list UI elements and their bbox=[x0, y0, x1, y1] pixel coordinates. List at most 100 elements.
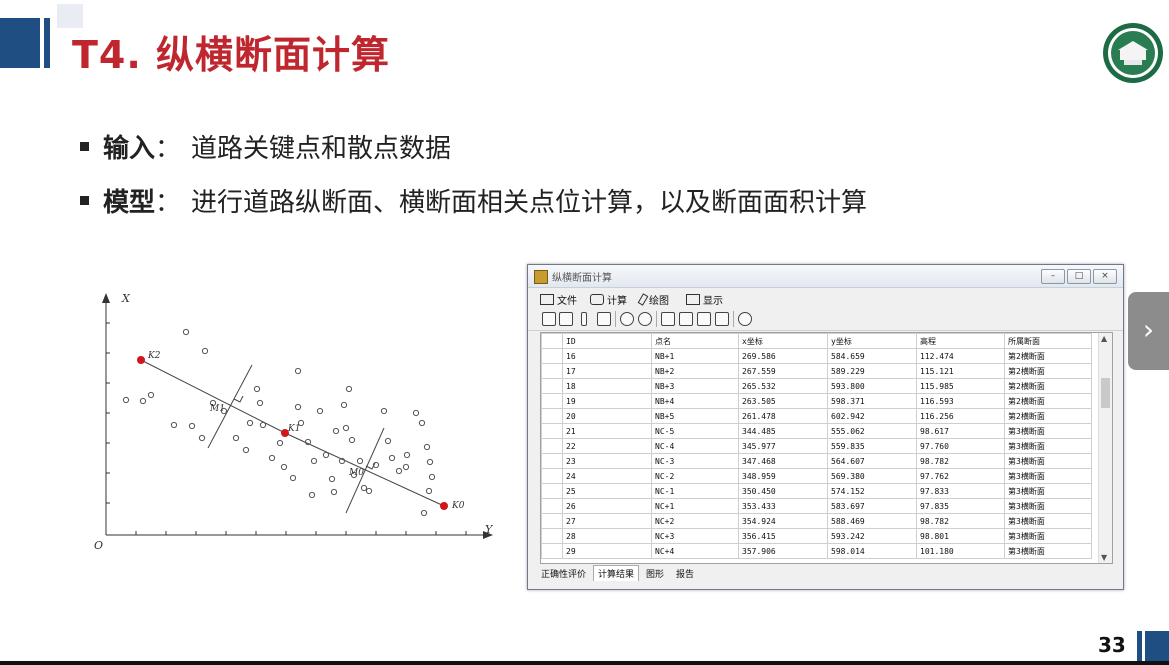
cell-x-coordinate[interactable]: 356.415 bbox=[738, 528, 828, 544]
row-header-cell[interactable] bbox=[541, 378, 563, 394]
cell-elevation[interactable]: 115.985 bbox=[916, 378, 1005, 394]
scroll-up-icon[interactable]: ▲ bbox=[1101, 334, 1108, 343]
table-row[interactable]: 25 NC-1 350.450 574.152 97.833 第3横断面 bbox=[541, 483, 1092, 499]
cell-id[interactable]: 25 bbox=[562, 483, 652, 499]
cell-point-name[interactable]: NC-5 bbox=[651, 423, 739, 439]
cell-elevation[interactable]: 98.782 bbox=[916, 513, 1005, 529]
results-grid[interactable]: ID 点名 x坐标 y坐标 高程 所属断面 16 NB+1 269.586 584.6… bbox=[540, 332, 1113, 564]
table-row[interactable]: 27 NC+2 354.924 588.469 98.782 第3横断面 bbox=[541, 513, 1092, 529]
cell-section[interactable]: 第2横断面 bbox=[1004, 408, 1092, 424]
cell-x-coordinate[interactable]: 261.478 bbox=[738, 408, 828, 424]
cell-y-coordinate[interactable]: 602.942 bbox=[827, 408, 917, 424]
cell-id[interactable]: 16 bbox=[562, 348, 652, 364]
cell-y-coordinate[interactable]: 583.697 bbox=[827, 498, 917, 514]
cell-id[interactable]: 21 bbox=[562, 423, 652, 439]
table-row[interactable]: 26 NC+1 353.433 583.697 97.835 第3横断面 bbox=[541, 498, 1092, 514]
cell-elevation[interactable]: 116.593 bbox=[916, 393, 1005, 409]
cell-section[interactable]: 第3横断面 bbox=[1004, 453, 1092, 469]
cell-x-coordinate[interactable]: 348.959 bbox=[738, 468, 828, 484]
cell-id[interactable]: 24 bbox=[562, 468, 652, 484]
table-row[interactable]: 19 NB+4 263.505 598.371 116.593 第2横断面 bbox=[541, 393, 1092, 409]
open-file-icon[interactable] bbox=[542, 312, 556, 326]
row-header-cell[interactable] bbox=[541, 393, 563, 409]
cell-section[interactable]: 第3横断面 bbox=[1004, 513, 1092, 529]
cell-elevation[interactable]: 101.180 bbox=[916, 543, 1005, 559]
cell-x-coordinate[interactable]: 357.906 bbox=[738, 543, 828, 559]
cell-x-coordinate[interactable]: 269.586 bbox=[738, 348, 828, 364]
cell-point-name[interactable]: NC+1 bbox=[651, 498, 739, 514]
table-row[interactable]: 24 NC-2 348.959 569.380 97.762 第3横断面 bbox=[541, 468, 1092, 484]
cell-y-coordinate[interactable]: 593.800 bbox=[827, 378, 917, 394]
cell-y-coordinate[interactable]: 555.062 bbox=[827, 423, 917, 439]
cell-point-name[interactable]: NB+4 bbox=[651, 393, 739, 409]
row-header-cell[interactable] bbox=[541, 528, 563, 544]
save-icon[interactable] bbox=[715, 312, 729, 326]
cell-point-name[interactable]: NC-3 bbox=[651, 453, 739, 469]
cell-elevation[interactable]: 97.762 bbox=[916, 468, 1005, 484]
cell-id[interactable]: 28 bbox=[562, 528, 652, 544]
column-header[interactable]: 点名 bbox=[651, 333, 739, 349]
table-row[interactable]: 22 NC-4 345.977 559.835 97.760 第3横断面 bbox=[541, 438, 1092, 454]
row-header-cell[interactable] bbox=[541, 498, 563, 514]
cell-elevation[interactable]: 115.121 bbox=[916, 363, 1005, 379]
scroll-down-icon[interactable]: ▼ bbox=[1101, 553, 1108, 562]
table-row[interactable]: 23 NC-3 347.468 564.607 98.782 第3横断面 bbox=[541, 453, 1092, 469]
cell-section[interactable]: 第3横断面 bbox=[1004, 543, 1092, 559]
cell-point-name[interactable]: NC+2 bbox=[651, 513, 739, 529]
cell-section[interactable]: 第2横断面 bbox=[1004, 348, 1092, 364]
column-header[interactable]: 所属断面 bbox=[1004, 333, 1092, 349]
cell-id[interactable]: 20 bbox=[562, 408, 652, 424]
cell-elevation[interactable]: 98.617 bbox=[916, 423, 1005, 439]
cell-point-name[interactable]: NB+5 bbox=[651, 408, 739, 424]
cell-point-name[interactable]: NB+2 bbox=[651, 363, 739, 379]
refresh-icon[interactable] bbox=[738, 312, 752, 326]
column-header[interactable]: 高程 bbox=[916, 333, 1005, 349]
table-row[interactable]: 18 NB+3 265.532 593.800 115.985 第2横断面 bbox=[541, 378, 1092, 394]
table-row[interactable]: 21 NC-5 344.485 555.062 98.617 第3横断面 bbox=[541, 423, 1092, 439]
cell-elevation[interactable]: 97.760 bbox=[916, 438, 1005, 454]
cell-x-coordinate[interactable]: 345.977 bbox=[738, 438, 828, 454]
row-header-cell[interactable] bbox=[541, 363, 563, 379]
image-icon[interactable] bbox=[697, 312, 711, 326]
cell-point-name[interactable]: NB+1 bbox=[651, 348, 739, 364]
row-header-cell[interactable] bbox=[541, 468, 563, 484]
table-row[interactable]: 28 NC+3 356.415 593.242 98.801 第3横断面 bbox=[541, 528, 1092, 544]
cell-x-coordinate[interactable]: 265.532 bbox=[738, 378, 828, 394]
menu-file[interactable]: 文件 bbox=[540, 292, 577, 307]
cell-y-coordinate[interactable]: 569.380 bbox=[827, 468, 917, 484]
row-header-cell[interactable] bbox=[541, 348, 563, 364]
cell-elevation[interactable]: 98.782 bbox=[916, 453, 1005, 469]
row-header-cell[interactable] bbox=[541, 423, 563, 439]
column-header[interactable]: ID bbox=[562, 333, 652, 349]
cell-section[interactable]: 第3横断面 bbox=[1004, 498, 1092, 514]
table-row[interactable]: 20 NB+5 261.478 602.942 116.256 第2横断面 bbox=[541, 408, 1092, 424]
cell-section[interactable]: 第2横断面 bbox=[1004, 363, 1092, 379]
close-button[interactable]: × bbox=[1093, 269, 1117, 284]
cell-elevation[interactable]: 97.833 bbox=[916, 483, 1005, 499]
zoom-out-icon[interactable] bbox=[638, 312, 652, 326]
text-icon[interactable] bbox=[679, 312, 693, 326]
zoom-in-icon[interactable] bbox=[620, 312, 634, 326]
cell-section[interactable]: 第2横断面 bbox=[1004, 393, 1092, 409]
next-slide-button[interactable]: › bbox=[1128, 292, 1169, 370]
cell-section[interactable]: 第3横断面 bbox=[1004, 483, 1092, 499]
cell-section[interactable]: 第2横断面 bbox=[1004, 378, 1092, 394]
cell-id[interactable]: 29 bbox=[562, 543, 652, 559]
scroll-thumb[interactable] bbox=[1101, 378, 1110, 408]
column-header[interactable]: y坐标 bbox=[827, 333, 917, 349]
maximize-button[interactable]: □ bbox=[1067, 269, 1091, 284]
cell-point-name[interactable]: NC-1 bbox=[651, 483, 739, 499]
cell-point-name[interactable]: NC-2 bbox=[651, 468, 739, 484]
minimize-button[interactable]: – bbox=[1041, 269, 1065, 284]
cell-y-coordinate[interactable]: 598.371 bbox=[827, 393, 917, 409]
cell-y-coordinate[interactable]: 598.014 bbox=[827, 543, 917, 559]
cell-id[interactable]: 27 bbox=[562, 513, 652, 529]
row-header-cell[interactable] bbox=[541, 483, 563, 499]
table-row[interactable]: 16 NB+1 269.586 584.659 112.474 第2横断面 bbox=[541, 348, 1092, 364]
cell-x-coordinate[interactable]: 267.559 bbox=[738, 363, 828, 379]
cell-elevation[interactable]: 116.256 bbox=[916, 408, 1005, 424]
cell-point-name[interactable]: NC-4 bbox=[651, 438, 739, 454]
cell-x-coordinate[interactable]: 354.924 bbox=[738, 513, 828, 529]
menu-draw[interactable]: 绘图 bbox=[637, 292, 669, 307]
cell-point-name[interactable]: NC+4 bbox=[651, 543, 739, 559]
